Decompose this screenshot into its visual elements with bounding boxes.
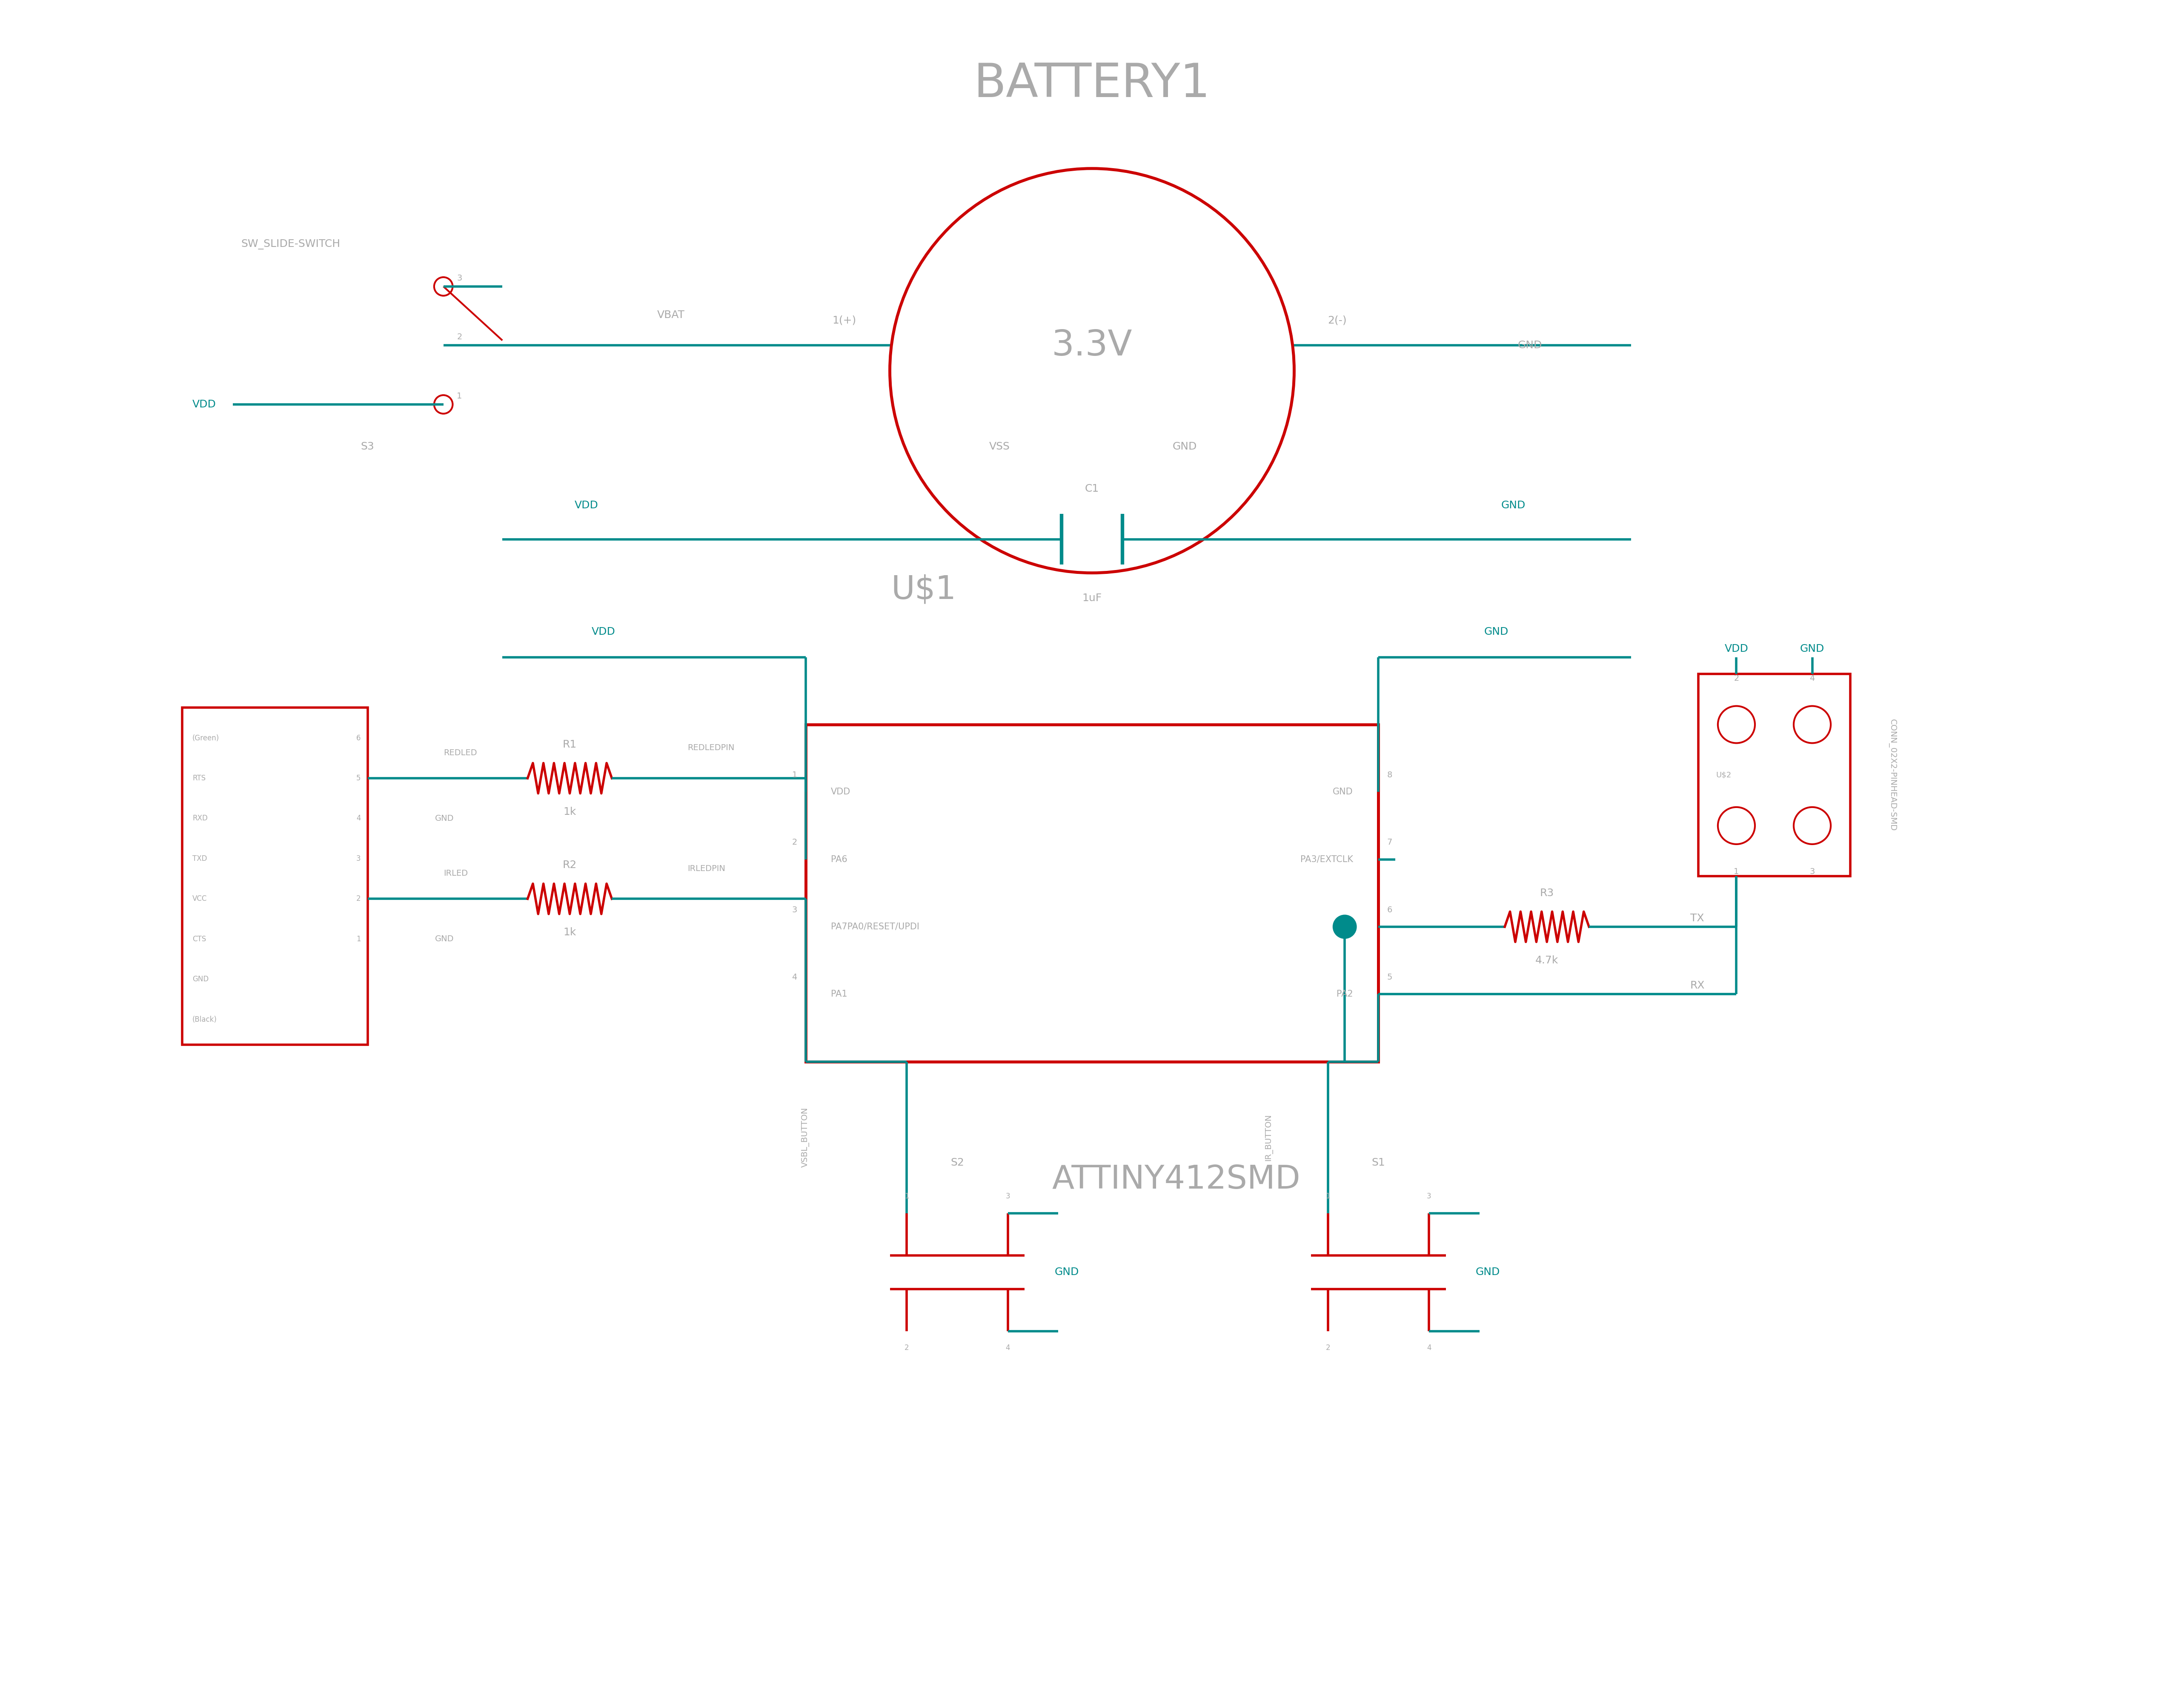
Text: PA2: PA2 [1337, 989, 1354, 999]
Text: 6: 6 [356, 735, 360, 741]
Circle shape [1332, 915, 1356, 939]
Text: GND: GND [1055, 1267, 1079, 1277]
Text: GND: GND [192, 976, 210, 982]
Text: 1: 1 [904, 1193, 909, 1200]
Text: VCC: VCC [192, 895, 207, 903]
Text: REDLEDPIN: REDLEDPIN [688, 743, 734, 752]
Text: VDD: VDD [574, 500, 598, 511]
Text: S3: S3 [360, 441, 373, 452]
Text: 1k: 1k [563, 927, 577, 937]
Text: GND: GND [435, 814, 454, 822]
Text: 4: 4 [1005, 1345, 1009, 1351]
Text: 1: 1 [1734, 868, 1738, 876]
Text: 2(-): 2(-) [1328, 315, 1348, 325]
Text: (Green): (Green) [192, 735, 218, 741]
Text: PA6: PA6 [830, 854, 847, 864]
Text: IRLEDPIN: IRLEDPIN [688, 864, 725, 873]
Text: TX: TX [1690, 913, 1704, 923]
Text: VBAT: VBAT [657, 310, 684, 320]
Text: 7: 7 [1387, 839, 1391, 846]
Text: 5: 5 [1387, 974, 1391, 981]
Text: 3: 3 [456, 275, 463, 281]
Text: RTS: RTS [192, 775, 205, 782]
Text: 3: 3 [1005, 1193, 1009, 1200]
Text: SW_SLIDE-SWITCH: SW_SLIDE-SWITCH [240, 239, 341, 249]
Text: IR_BUTTON: IR_BUTTON [1265, 1114, 1273, 1161]
Text: VDD: VDD [592, 627, 616, 637]
Text: 4: 4 [1426, 1345, 1431, 1351]
Text: 2: 2 [904, 1345, 909, 1351]
Text: 8: 8 [1387, 772, 1391, 778]
Text: R3: R3 [1540, 888, 1555, 898]
Text: R1: R1 [563, 740, 577, 750]
Text: GND: GND [1485, 627, 1509, 637]
Text: VSS: VSS [989, 441, 1009, 452]
Bar [806, 725, 1378, 1062]
Text: CONN_02X2-PINHEAD-SMD: CONN_02X2-PINHEAD-SMD [1889, 719, 1896, 831]
Text: GND: GND [1332, 787, 1354, 797]
Text: TXD: TXD [192, 854, 207, 863]
Text: 1uF: 1uF [1081, 593, 1103, 603]
Text: 2: 2 [456, 334, 463, 340]
Text: 1: 1 [356, 935, 360, 944]
Text: VDD: VDD [1725, 644, 1749, 654]
Text: 1(+): 1(+) [832, 315, 856, 325]
Text: CTS: CTS [192, 935, 205, 944]
Text: GND: GND [1500, 500, 1524, 511]
Text: RX: RX [1690, 981, 1706, 991]
Text: 2: 2 [1734, 674, 1738, 682]
Text: 6: 6 [1387, 907, 1391, 913]
Text: GND: GND [435, 935, 454, 944]
Text: VSBL_BUTTON: VSBL_BUTTON [802, 1107, 810, 1168]
Text: 2: 2 [793, 839, 797, 846]
Text: 4: 4 [1811, 674, 1815, 682]
Text: PA7PA0/RESET/UPDI: PA7PA0/RESET/UPDI [830, 922, 919, 932]
Text: U$1: U$1 [891, 575, 957, 605]
Text: VDD: VDD [830, 787, 850, 797]
Text: 3: 3 [1426, 1193, 1431, 1200]
Text: 4: 4 [793, 974, 797, 981]
Text: 1: 1 [1326, 1193, 1330, 1200]
Bar [181, 708, 367, 1045]
Text: 3: 3 [1811, 868, 1815, 876]
Text: C1: C1 [1085, 484, 1099, 494]
Text: 3: 3 [793, 907, 797, 913]
Text: VDD: VDD [192, 399, 216, 409]
Text: GND: GND [1518, 340, 1542, 350]
Text: GND: GND [1476, 1267, 1500, 1277]
Text: GND: GND [1173, 441, 1197, 452]
Text: 1: 1 [793, 772, 797, 778]
Text: PA1: PA1 [830, 989, 847, 999]
Text: U$2: U$2 [1717, 772, 1732, 778]
Text: 1: 1 [456, 393, 463, 399]
Text: ATTINY412SMD: ATTINY412SMD [1053, 1164, 1299, 1195]
Text: 4: 4 [356, 814, 360, 822]
Bar [1699, 674, 1850, 876]
Text: RXD: RXD [192, 814, 207, 822]
Text: 4.7k: 4.7k [1535, 955, 1559, 966]
Text: S2: S2 [950, 1158, 963, 1168]
Text: 1k: 1k [563, 807, 577, 817]
Text: (Black): (Black) [192, 1016, 216, 1023]
Text: PA3/EXTCLK: PA3/EXTCLK [1299, 854, 1354, 864]
Text: 5: 5 [356, 775, 360, 782]
Text: IRLED: IRLED [443, 869, 467, 878]
Text: 2: 2 [356, 895, 360, 903]
Text: 3.3V: 3.3V [1053, 329, 1131, 362]
Text: R2: R2 [563, 859, 577, 869]
Text: GND: GND [1800, 644, 1824, 654]
Text: 3: 3 [356, 854, 360, 863]
Text: S1: S1 [1372, 1158, 1385, 1168]
Text: 2: 2 [1326, 1345, 1330, 1351]
Text: REDLED: REDLED [443, 748, 476, 757]
Text: BATTERY1: BATTERY1 [974, 61, 1210, 108]
